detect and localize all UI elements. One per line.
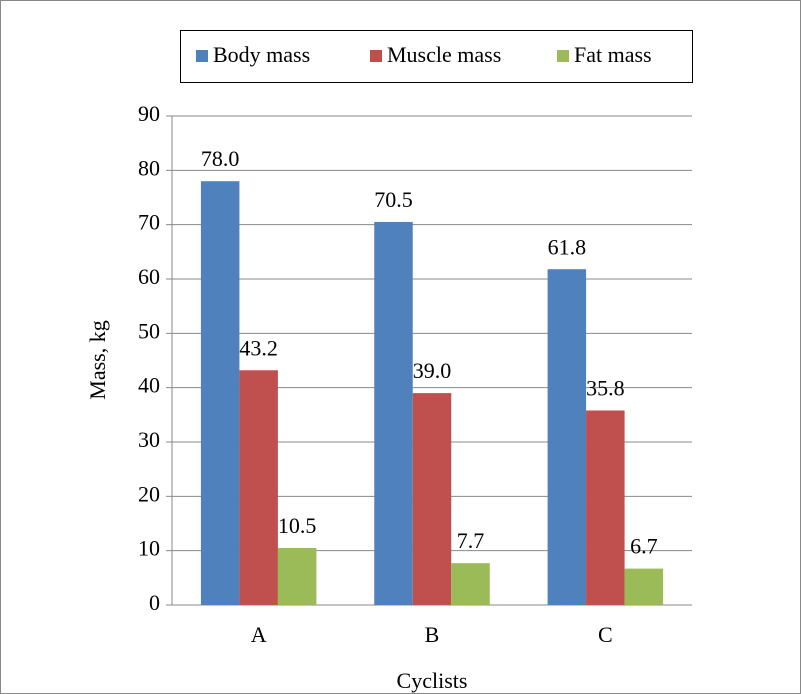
bar: [451, 563, 490, 605]
value-label: 35.8: [586, 376, 625, 401]
value-label: 39.0: [413, 358, 452, 383]
y-tick-label: 20: [138, 481, 160, 506]
x-axis-title: Cyclists: [397, 668, 468, 693]
bar: [586, 410, 625, 605]
value-label: 10.5: [278, 513, 317, 538]
bar: [277, 547, 317, 605]
x-tick-label: A: [251, 622, 267, 647]
legend-swatch: [196, 50, 208, 62]
x-tick-label: C: [598, 622, 613, 647]
bar: [200, 181, 240, 605]
bar: [239, 370, 278, 605]
legend-label: Body mass: [213, 42, 310, 67]
y-tick-label: 50: [138, 318, 160, 343]
bar: [624, 568, 664, 605]
value-label: 7.7: [457, 528, 485, 553]
value-label: 43.2: [239, 335, 278, 360]
legend-box: [180, 30, 693, 83]
y-tick-label: 10: [138, 536, 160, 561]
y-tick-label: 30: [138, 427, 160, 452]
legend-swatch: [370, 50, 382, 62]
bar: [412, 393, 452, 605]
y-tick-label: 40: [138, 373, 160, 398]
y-tick-label: 0: [149, 590, 160, 615]
value-label: 78.0: [201, 146, 240, 171]
value-label: 61.8: [548, 234, 587, 259]
legend-label: Muscle mass: [387, 42, 501, 67]
y-axis-title: Mass, kg: [85, 320, 110, 399]
y-tick-label: 60: [138, 264, 160, 289]
x-tick-label: B: [425, 622, 440, 647]
y-tick-label: 80: [138, 155, 160, 180]
bar: [547, 269, 587, 605]
y-tick-label: 90: [138, 101, 160, 126]
legend-swatch: [557, 50, 569, 62]
value-label: 6.7: [630, 534, 658, 559]
bar: [374, 221, 413, 605]
value-label: 70.5: [374, 187, 413, 212]
legend-label: Fat mass: [574, 42, 652, 67]
y-tick-label: 70: [138, 210, 160, 235]
